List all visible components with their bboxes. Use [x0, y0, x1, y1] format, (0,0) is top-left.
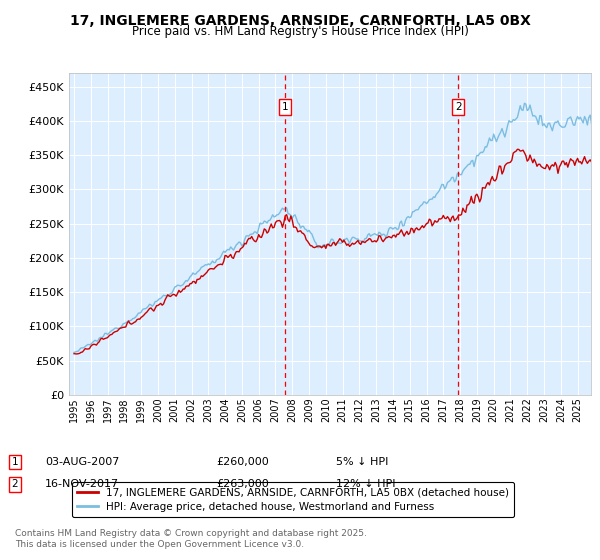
- Text: 16-NOV-2017: 16-NOV-2017: [45, 479, 119, 489]
- Text: 17, INGLEMERE GARDENS, ARNSIDE, CARNFORTH, LA5 0BX: 17, INGLEMERE GARDENS, ARNSIDE, CARNFORT…: [70, 14, 530, 28]
- Legend: 17, INGLEMERE GARDENS, ARNSIDE, CARNFORTH, LA5 0BX (detached house), HPI: Averag: 17, INGLEMERE GARDENS, ARNSIDE, CARNFORT…: [71, 482, 514, 517]
- Text: 2: 2: [11, 479, 19, 489]
- Text: 5% ↓ HPI: 5% ↓ HPI: [336, 457, 388, 467]
- Text: 1: 1: [282, 102, 289, 112]
- Text: 12% ↓ HPI: 12% ↓ HPI: [336, 479, 395, 489]
- Text: 03-AUG-2007: 03-AUG-2007: [45, 457, 119, 467]
- Text: 2: 2: [455, 102, 461, 112]
- Text: Price paid vs. HM Land Registry's House Price Index (HPI): Price paid vs. HM Land Registry's House …: [131, 25, 469, 38]
- Text: 1: 1: [11, 457, 19, 467]
- Text: Contains HM Land Registry data © Crown copyright and database right 2025.
This d: Contains HM Land Registry data © Crown c…: [15, 529, 367, 549]
- Text: £263,000: £263,000: [216, 479, 269, 489]
- Text: £260,000: £260,000: [216, 457, 269, 467]
